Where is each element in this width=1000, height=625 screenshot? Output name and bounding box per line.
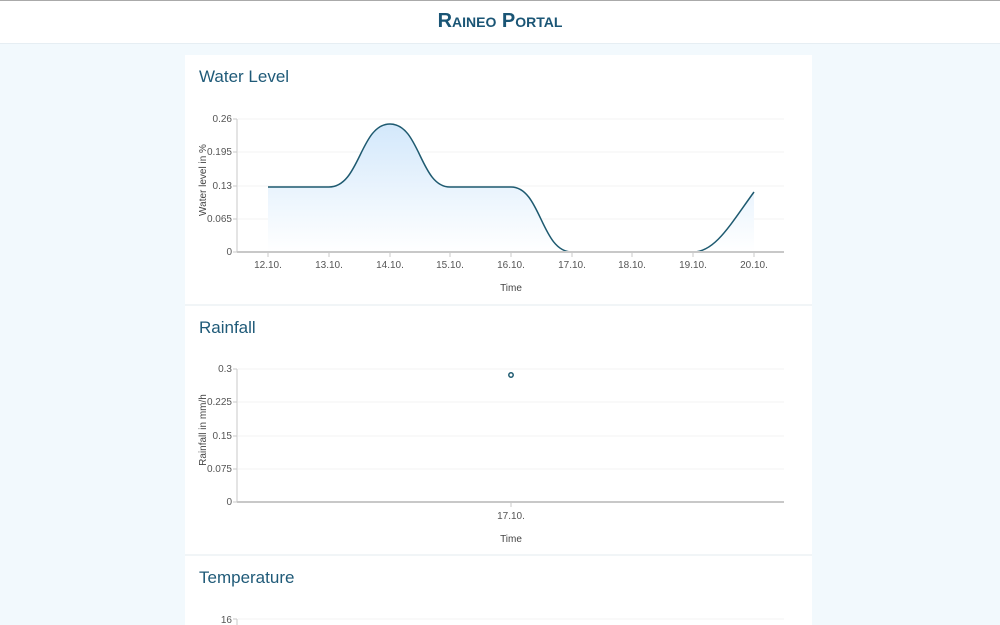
water-level-card: Water Level [185,55,812,304]
card-divider [185,554,812,556]
svg-text:0.195: 0.195 [207,147,232,158]
brand-title[interactable]: Raineo Portal [437,10,563,32]
card-divider [185,304,812,306]
temperature-title: Temperature [199,568,295,587]
water-level-chart[interactable]: 0.26 0.195 0.13 0.065 0 12.10. 13.10. 14… [0,0,1000,310]
svg-text:0.065: 0.065 [207,214,232,225]
rainfall-y-title: Rainfall in mm/h [198,394,209,466]
svg-text:0.225: 0.225 [207,397,232,408]
water-level-x-ticks: 12.10. 13.10. 14.10. 15.10. 16.10. 17.10… [254,260,768,271]
water-level-area [268,124,754,252]
rainfall-data-point[interactable] [508,372,514,378]
svg-text:0.13: 0.13 [213,181,233,192]
svg-text:18.10.: 18.10. [618,260,646,271]
water-level-y-title: Water level in % [198,144,209,216]
svg-text:0.3: 0.3 [218,364,232,375]
rainfall-card: Rainfall [185,306,812,554]
temperature-y-tick: 16 [221,615,233,625]
rainfall-title: Rainfall [199,318,256,337]
svg-text:0: 0 [226,497,232,508]
top-bar: Raineo Portal [0,0,1000,44]
svg-text:12.10.: 12.10. [254,260,282,271]
rainfall-y-ticks: 0.3 0.225 0.15 0.075 0 [207,364,232,508]
svg-text:19.10.: 19.10. [679,260,707,271]
svg-text:0.26: 0.26 [213,114,233,125]
temperature-card: Temperature [185,556,812,625]
water-level-x-tickmarks [267,253,755,257]
svg-text:20.10.: 20.10. [740,260,768,271]
svg-text:0: 0 [226,247,232,258]
rainfall-chart[interactable]: 0.3 0.225 0.15 0.075 0 17.10. Time Rainf… [0,0,1000,560]
svg-text:0.15: 0.15 [213,431,233,442]
svg-text:0.075: 0.075 [207,464,232,475]
water-level-y-ticks: 0.26 0.195 0.13 0.065 0 [207,114,232,258]
rainfall-x-tick: 17.10. [497,511,525,522]
rainfall-x-title: Time [500,534,522,545]
rainfall-y-axis [233,368,238,503]
svg-text:15.10.: 15.10. [436,260,464,271]
water-level-line [268,123,755,253]
svg-text:17.10.: 17.10. [558,260,586,271]
svg-text:16.10.: 16.10. [497,260,525,271]
water-level-y-axis [233,118,238,253]
water-level-x-title: Time [500,283,522,294]
svg-text:14.10.: 14.10. [376,260,404,271]
water-level-title: Water Level [199,67,290,86]
svg-text:13.10.: 13.10. [315,260,343,271]
rainfall-gridlines [238,368,784,470]
